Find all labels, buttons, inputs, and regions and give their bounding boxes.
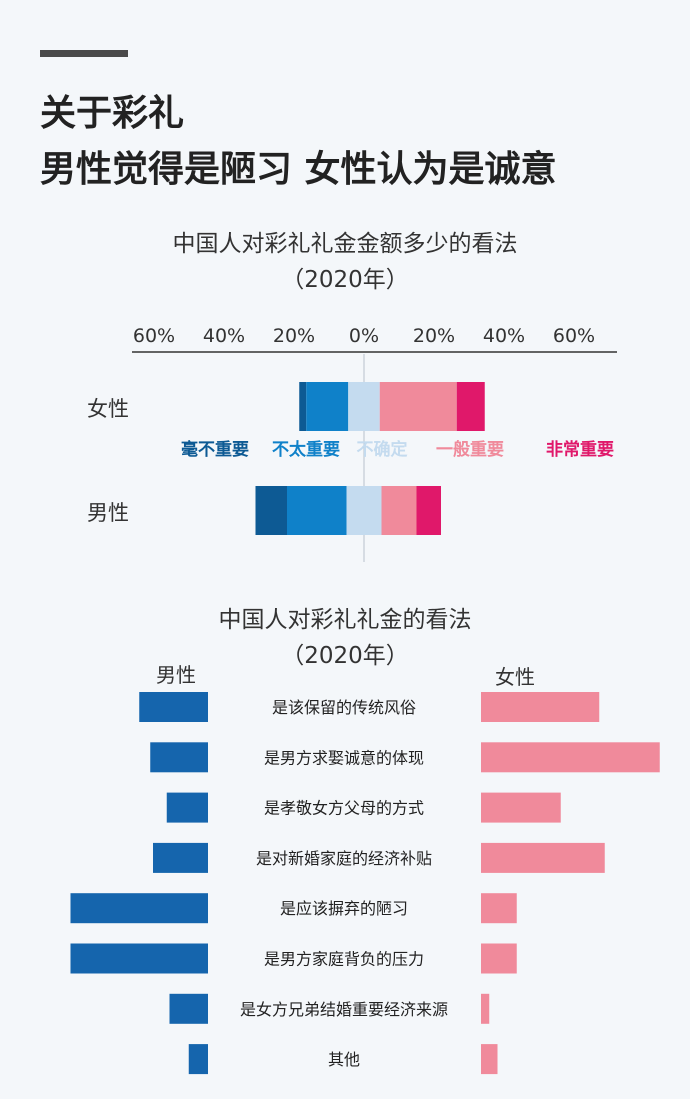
x-tick-label: 40% [203,325,245,347]
bar-segment-female-1 [306,382,349,431]
category-label: 是应该摒弃的陋习 [280,899,408,918]
male-bar [153,842,208,873]
bar-segment-male-4 [416,486,441,535]
left-series-label: 男性 [156,663,196,687]
headline-line-2: 男性觉得是陋习 女性认为是诚意 [40,149,557,190]
bar-segment-female-2 [348,382,380,431]
category-label: 男性 [87,501,129,525]
category-label: 是女方兄弟结婚重要经济来源 [240,1000,448,1019]
female-bar [481,893,517,924]
headline-line-1: 关于彩礼 [40,93,185,134]
male-bar [70,943,208,974]
category-label: 其他 [328,1050,360,1069]
x-tick-label: 40% [483,325,525,347]
x-tick-label: 20% [273,325,315,347]
legend-item: 不太重要 [272,439,340,460]
legend-item: 一般重要 [436,439,504,460]
female-bar [481,842,605,873]
bar-segment-male-3 [381,486,417,535]
male-bar [70,893,208,924]
chart1-title-line-2: （2020年） [281,267,409,293]
female-bar [481,692,600,722]
female-bar [481,792,561,823]
category-label: 是对新婚家庭的经济补贴 [256,849,432,868]
male-bar [166,792,208,823]
bar-segment-male-2 [346,486,382,535]
bar-segment-male-0 [255,486,287,535]
bar-segment-female-3 [379,382,457,431]
bar-segment-female-4 [456,382,485,431]
chart1-title-line-1: 中国人对彩礼礼金金额多少的看法 [172,231,518,257]
legend-item: 非常重要 [546,439,614,460]
chart1-title: 中国人对彩礼礼金金额多少的看法 （2020年） [0,226,690,298]
female-bar [481,742,660,773]
male-bar [169,993,208,1024]
category-label: 是男方求娶诚意的体现 [264,748,424,767]
x-tick-label: 60% [553,325,595,347]
bar-segment-female-0 [299,382,307,431]
headline: 关于彩礼 男性觉得是陋习 女性认为是诚意 [40,86,557,198]
chart2-butterfly-bar-chart: 男性 女性是该保留的传统风俗是男方求娶诚意的体现是孝敬女方父母的方式是对新婚家庭的… [70,663,660,1075]
female-bar [481,1044,498,1075]
category-label: 是男方家庭背负的压力 [264,950,424,969]
female-bar [481,993,490,1024]
male-bar [150,742,208,773]
legend-item: 毫不重要 [181,439,249,460]
male-bar [139,692,208,722]
female-bar [481,943,517,974]
x-tick-label: 0% [349,325,379,347]
bar-segment-male-1 [287,486,347,535]
category-label: 女性 [87,397,129,421]
chart2-title: 中国人对彩礼礼金的看法 （2020年） [0,602,690,674]
legend-item: 不确定 [357,439,408,460]
x-tick-label: 60% [133,325,175,347]
top-rule [40,50,128,57]
right-series-label: 女性 [495,665,535,689]
category-label: 是孝敬女方父母的方式 [264,799,424,818]
chart2-title-line-1: 中国人对彩礼礼金的看法 [218,607,472,633]
chart2-title-line-2: （2020年） [281,643,409,669]
male-bar [188,1044,208,1075]
x-tick-label: 20% [413,325,455,347]
category-label: 是该保留的传统风俗 [272,698,416,717]
